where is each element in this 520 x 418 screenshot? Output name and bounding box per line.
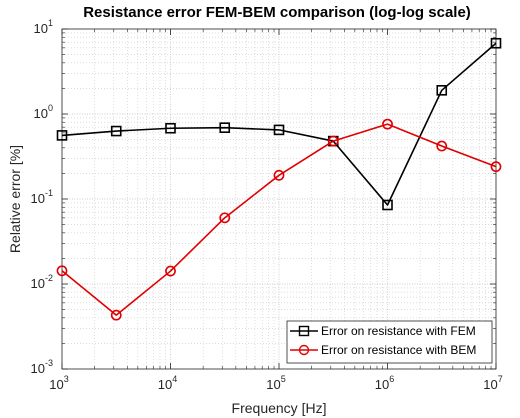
y-axis-label: Relative error [%] [7,145,23,253]
y-tick-exponent: -1 [45,188,53,198]
data-point-bem [490,161,502,173]
chart-title: Resistance error FEM-BEM comparison (log… [83,4,471,21]
legend: Error on resistance with FEM Error on re… [286,320,493,364]
legend-marker-fem [298,325,310,337]
data-point-bem [436,140,448,152]
data-point-bem [110,309,122,321]
x-tick-base: 10 [266,377,280,392]
x-tick-labels: 103 104 105 106 107 [49,374,502,392]
data-point-bem [219,212,231,224]
data-point-bem [56,265,68,277]
y-tick-base: 10 [34,21,48,36]
x-tick-base: 10 [483,377,497,392]
x-tick-exponent: 5 [281,374,286,384]
legend-marker-bem [298,344,310,356]
x-tick-base: 10 [49,377,63,392]
y-tick-base: 10 [31,276,45,291]
x-tick-exponent: 4 [172,374,177,384]
series-line-bem [61,123,497,316]
y-tick-base: 10 [34,106,48,121]
y-tick-base: 10 [31,361,45,376]
y-tick-base: 10 [31,191,45,206]
legend-label-fem: Error on resistance with FEM [321,324,476,338]
x-tick-label: 105 [266,374,285,392]
series-line-fem [61,42,497,206]
data-point-bem [273,169,285,181]
data-point-bem [165,265,176,277]
data-point-fem [219,122,231,133]
y-tick-exponent: -2 [45,273,53,283]
data-point-fem [436,85,448,96]
axis-ticks [61,28,497,370]
y-tick-exponent: 0 [48,103,53,113]
x-tick-label: 107 [483,374,502,392]
data-point-fem [490,37,502,49]
series-layer [56,37,502,321]
y-tick-label: 101 [34,18,53,36]
x-tick-exponent: 3 [64,374,69,384]
x-tick-base: 10 [158,377,172,392]
x-tick-label: 104 [158,374,177,392]
x-tick-exponent: 6 [389,374,394,384]
x-tick-label: 106 [375,374,394,392]
y-tick-label: 10-1 [31,188,53,206]
legend-label-bem: Error on resistance with BEM [321,343,476,357]
data-point-fem [110,125,122,137]
data-point-bem [327,135,339,147]
data-point-fem [273,124,285,136]
x-tick-base: 10 [375,377,389,392]
x-tick-exponent: 7 [498,374,503,384]
x-tick-label: 103 [49,374,68,392]
y-tick-label: 10-3 [31,358,53,376]
data-point-bem [382,118,393,130]
y-tick-exponent: -3 [45,358,53,368]
data-point-fem [382,199,393,211]
y-tick-label: 10-2 [31,273,53,291]
data-point-fem [165,122,176,134]
data-point-fem [56,130,68,141]
y-tick-exponent: 1 [48,18,53,28]
y-tick-label: 100 [34,103,53,121]
legend-box [286,320,493,364]
x-axis-label: Frequency [Hz] [232,400,327,416]
